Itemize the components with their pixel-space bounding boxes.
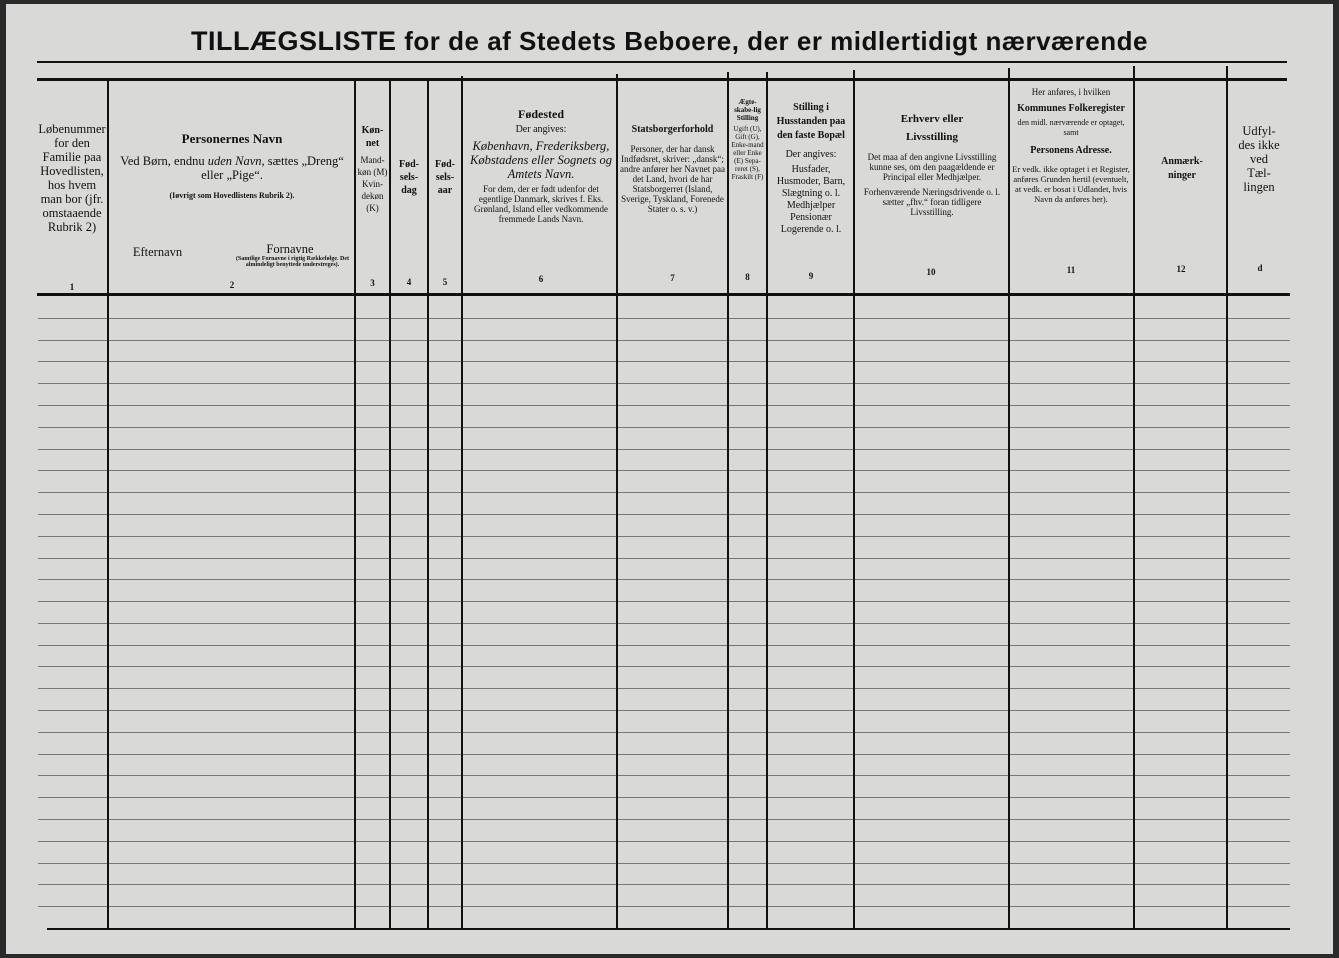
column-divider [616, 74, 618, 928]
table-row-line [38, 427, 1290, 428]
header-bottom-rule [37, 293, 1290, 296]
table-row-line [38, 754, 1290, 755]
table-row-line [38, 318, 1290, 319]
col2-sub-efternavn: Efternavn [132, 245, 183, 259]
table-row-line [38, 449, 1290, 450]
col5-number: 5 [442, 277, 448, 287]
col4-number: 4 [406, 277, 412, 287]
col5-header: Fød-sels-aar [435, 159, 455, 196]
table-top-rule [37, 78, 1287, 81]
col12-header: Anmærk-ninger [1161, 156, 1203, 181]
census-form-page [6, 4, 1333, 954]
table-row-line [38, 623, 1290, 624]
col2-header: Personernes Navn Ved Børn, endnu uden Na… [120, 131, 344, 201]
col3-number: 3 [370, 278, 375, 288]
col9-header: Stilling i Husstanden paa den faste Bopæ… [776, 102, 846, 235]
table-row-line [38, 819, 1290, 820]
col-d-number: d [1257, 263, 1263, 273]
col7-number: 7 [670, 273, 675, 283]
table-row-line [38, 797, 1290, 798]
table-row-line [38, 361, 1290, 362]
col11-header: Her anføres, i hvilken Kommunes Folkereg… [1012, 87, 1130, 204]
col2-sub-fornavne: Fornavne [266, 242, 314, 256]
column-divider [727, 72, 729, 928]
table-row-line [38, 470, 1290, 471]
column-divider [461, 76, 463, 928]
column-divider [427, 78, 429, 928]
table-row-line [38, 863, 1290, 864]
table-row-line [38, 405, 1290, 406]
table-row-line [38, 645, 1290, 646]
table-row-line [38, 340, 1290, 341]
col6-number: 6 [538, 274, 544, 284]
col4-header: Fød-sels-dag [399, 159, 419, 196]
table-row-line [38, 710, 1290, 711]
col-d-header: Udfyl-des ikke ved Tæl-lingen [1238, 124, 1280, 194]
column-divider [354, 78, 356, 928]
col2-number: 2 [229, 280, 235, 290]
table-row-line [38, 666, 1290, 667]
column-divider [107, 80, 109, 928]
col7-header: Statsborgerforhold Personer, der har dan… [620, 124, 725, 214]
table-row-line [38, 558, 1290, 559]
col12-number: 12 [1176, 264, 1186, 274]
table-row-line [38, 536, 1290, 537]
table-row-line [38, 906, 1290, 907]
col8-number: 8 [745, 272, 750, 282]
col10-header: Erhverv eller Livsstilling Det maa af de… [863, 113, 1001, 217]
col2-fornavne-note: (Samtlige Fornavne i rigtig Rækkefølge. … [236, 256, 349, 268]
title-rule [37, 61, 1287, 63]
table-row-line [38, 688, 1290, 689]
col6-header: Fødested Der angives: København, Frederi… [469, 107, 612, 224]
table-row-line [38, 732, 1290, 733]
table-row-line [38, 841, 1290, 842]
col8-header: Ægte-skabe-lig Stilling Ugift (U), Gift … [731, 98, 764, 181]
col1-number: 1 [69, 282, 75, 292]
column-divider [853, 70, 855, 928]
column-divider [389, 78, 391, 928]
table-bottom-rule [47, 928, 1290, 930]
form-title: TILLÆGSLISTE for de af Stedets Beboere, … [191, 26, 1148, 56]
table-row-line [38, 579, 1290, 580]
table-row-line [38, 492, 1290, 493]
column-divider [766, 72, 768, 928]
column-divider [1226, 66, 1228, 928]
table-row-line [38, 383, 1290, 384]
table-row-line [38, 601, 1290, 602]
col10-number: 10 [926, 267, 936, 277]
col1-header: Løbenummer for den Familie paa Hovedlist… [38, 122, 106, 234]
column-divider [1133, 66, 1135, 928]
col9-number: 9 [808, 271, 814, 281]
col11-number: 11 [1066, 265, 1076, 275]
table-row-line [38, 514, 1290, 515]
column-divider [1008, 68, 1010, 928]
table-row-line [38, 775, 1290, 776]
col3-header: Køn-net Mand-køn (M) Kvin-dekøn (K) [357, 125, 388, 213]
table-row-line [38, 884, 1290, 885]
